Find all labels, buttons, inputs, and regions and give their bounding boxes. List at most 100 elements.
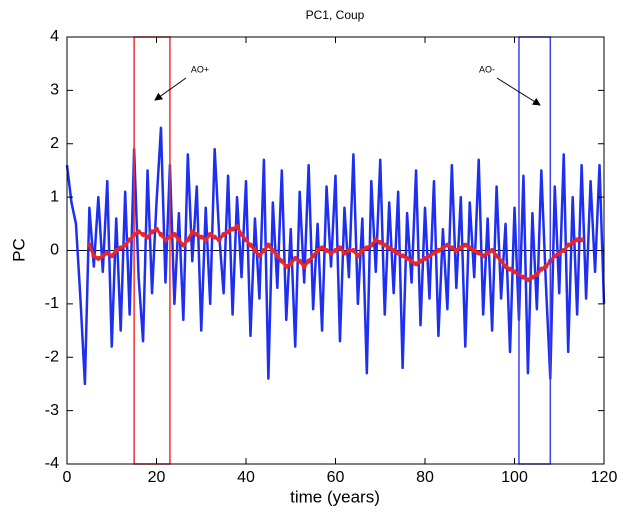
series-marker: [341, 250, 347, 256]
series-marker: [91, 253, 97, 259]
x-tick-label: 0: [63, 469, 72, 486]
series-marker: [350, 248, 356, 253]
series-marker: [404, 256, 410, 262]
series-marker: [113, 248, 119, 253]
series-line: [65, 126, 606, 386]
series-marker: [171, 231, 177, 237]
y-tick-label: -3: [45, 402, 59, 419]
y-tick-label: 3: [50, 82, 59, 99]
series-marker: [485, 250, 491, 256]
series-marker: [346, 248, 352, 253]
series-marker: [534, 272, 540, 278]
series-marker: [458, 245, 464, 251]
y-tick-label: 4: [50, 28, 59, 45]
series-marker: [180, 242, 186, 248]
series-marker: [301, 264, 307, 270]
series-marker: [127, 237, 133, 243]
series-marker: [373, 237, 379, 243]
series-marker: [239, 231, 245, 237]
series-marker: [462, 242, 468, 248]
series-marker: [574, 237, 580, 243]
series-marker: [400, 253, 406, 259]
series-marker: [198, 234, 204, 240]
series-marker: [279, 258, 285, 264]
series-marker: [158, 231, 164, 237]
annotation-arrow: [496, 77, 541, 106]
series-marker: [270, 248, 276, 253]
series-marker: [109, 253, 115, 259]
series-marker: [453, 248, 459, 253]
x-tick-label: 20: [148, 469, 166, 486]
series-marker: [306, 258, 312, 264]
series-marker: [149, 229, 155, 235]
y-tick-label: -1: [45, 295, 59, 312]
series-marker: [292, 256, 298, 262]
series-marker: [162, 237, 168, 243]
series-marker: [525, 277, 531, 283]
series-marker: [95, 256, 101, 262]
series-marker: [538, 266, 544, 272]
series-marker: [382, 242, 388, 248]
series-marker: [315, 248, 321, 253]
series-marker: [252, 248, 258, 253]
series-marker: [283, 264, 289, 270]
series-marker: [409, 258, 415, 264]
series-marker: [212, 234, 218, 240]
y-tick-label: 0: [50, 242, 59, 259]
series-marker: [556, 250, 562, 256]
series-marker: [467, 245, 473, 251]
series-marker: [203, 237, 209, 243]
series-marker: [552, 253, 558, 259]
series-marker: [243, 237, 249, 243]
series-marker: [444, 242, 450, 248]
series-marker: [319, 245, 325, 251]
series-marker: [520, 274, 526, 280]
series-marker: [418, 258, 424, 264]
series-marker: [449, 245, 455, 251]
series-marker: [355, 253, 361, 259]
series-marker: [297, 258, 303, 264]
series-marker: [288, 261, 294, 267]
series-marker: [480, 253, 486, 259]
series-marker: [579, 237, 585, 243]
y-axis-label: PC: [9, 238, 28, 262]
series-marker: [100, 253, 106, 259]
series-marker: [225, 229, 231, 235]
x-tick-label: 120: [591, 469, 618, 486]
series-marker: [86, 242, 92, 248]
series-marker: [154, 226, 159, 232]
series-marker: [176, 237, 182, 243]
series-marker: [435, 248, 441, 253]
series-marker: [498, 258, 504, 264]
series-marker: [570, 239, 576, 245]
series-marker: [386, 245, 392, 251]
series-marker: [431, 250, 437, 256]
x-tick-label: 80: [416, 469, 434, 486]
y-tick-label: 2: [50, 135, 59, 152]
series-marker: [395, 250, 401, 256]
series-marker: [489, 248, 495, 253]
series-marker: [565, 242, 571, 248]
series-marker: [422, 256, 428, 262]
series-marker: [543, 264, 549, 270]
x-tick-label: 100: [501, 469, 528, 486]
y-tick-label: -4: [45, 455, 59, 472]
series-marker: [368, 242, 374, 248]
chart-title: PC1, Coup: [306, 8, 365, 22]
series-marker: [265, 242, 271, 248]
series-marker: [337, 245, 343, 251]
series-marker: [391, 248, 397, 253]
series-marker: [324, 248, 330, 253]
series-marker: [118, 245, 124, 251]
series-marker: [512, 269, 517, 275]
y-tick-label: -2: [45, 348, 59, 365]
series-marker: [247, 242, 253, 248]
series-marker: [194, 231, 200, 237]
series-marker: [189, 229, 195, 235]
series-marker: [185, 237, 191, 243]
y-tick-label: 1: [50, 188, 59, 205]
series-marker: [503, 264, 509, 270]
series-marker: [221, 231, 227, 237]
series-marker: [359, 248, 365, 253]
